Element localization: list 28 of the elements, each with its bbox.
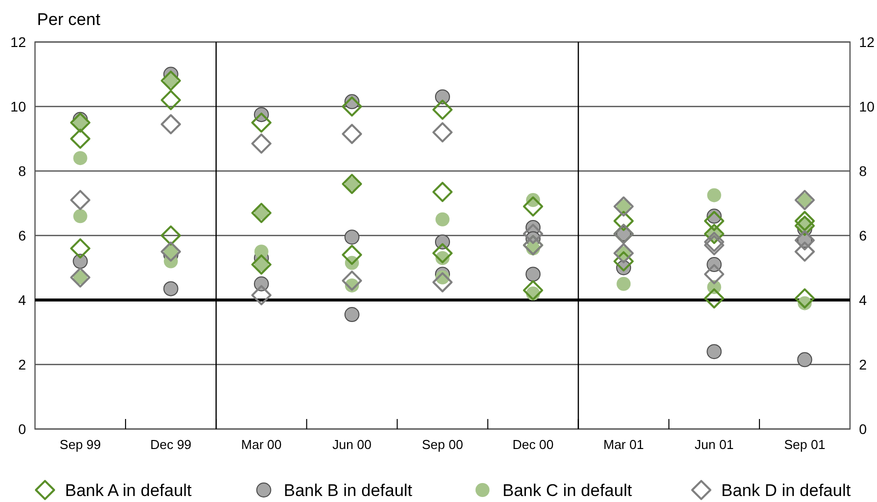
x-tick-label: Jun 00 — [332, 437, 372, 452]
y-tick-label: 12 — [10, 34, 26, 50]
x-tick-label: Dec 00 — [512, 437, 554, 452]
y2-tick-label: 4 — [859, 292, 867, 308]
x-tick-label: Sep 00 — [422, 437, 464, 452]
x-tick-label: Jun 01 — [694, 437, 734, 452]
y2-tick-label: 10 — [859, 98, 875, 114]
x-tick-label: Sep 99 — [60, 437, 101, 452]
y-tick-label: 0 — [18, 420, 26, 437]
legend-label: Bank D in default — [721, 480, 851, 500]
x-tick-label: Mar 01 — [603, 437, 644, 452]
y2-tick-label: 12 — [859, 34, 875, 50]
y2-tick-label: 8 — [859, 162, 867, 179]
y-tick-label: 2 — [18, 356, 26, 372]
y-tick-label: 6 — [18, 227, 26, 244]
y-tick-label: 8 — [18, 162, 26, 179]
legend-label: Bank C in default — [502, 480, 632, 500]
legend-label: Bank A in default — [65, 480, 192, 500]
y-tick-label: 4 — [18, 292, 26, 308]
y2-tick-label: 2 — [859, 356, 867, 372]
y2-tick-label: 6 — [859, 227, 867, 244]
legend-label: Bank B in default — [284, 480, 413, 500]
x-tick-label: Sep 01 — [784, 437, 826, 452]
y-tick-label: 10 — [10, 98, 26, 114]
y-axis-title: Per cent — [37, 10, 101, 29]
x-tick-label: Mar 00 — [241, 437, 282, 452]
y2-tick-label: 0 — [859, 420, 867, 437]
x-tick-label: Dec 99 — [150, 437, 192, 452]
